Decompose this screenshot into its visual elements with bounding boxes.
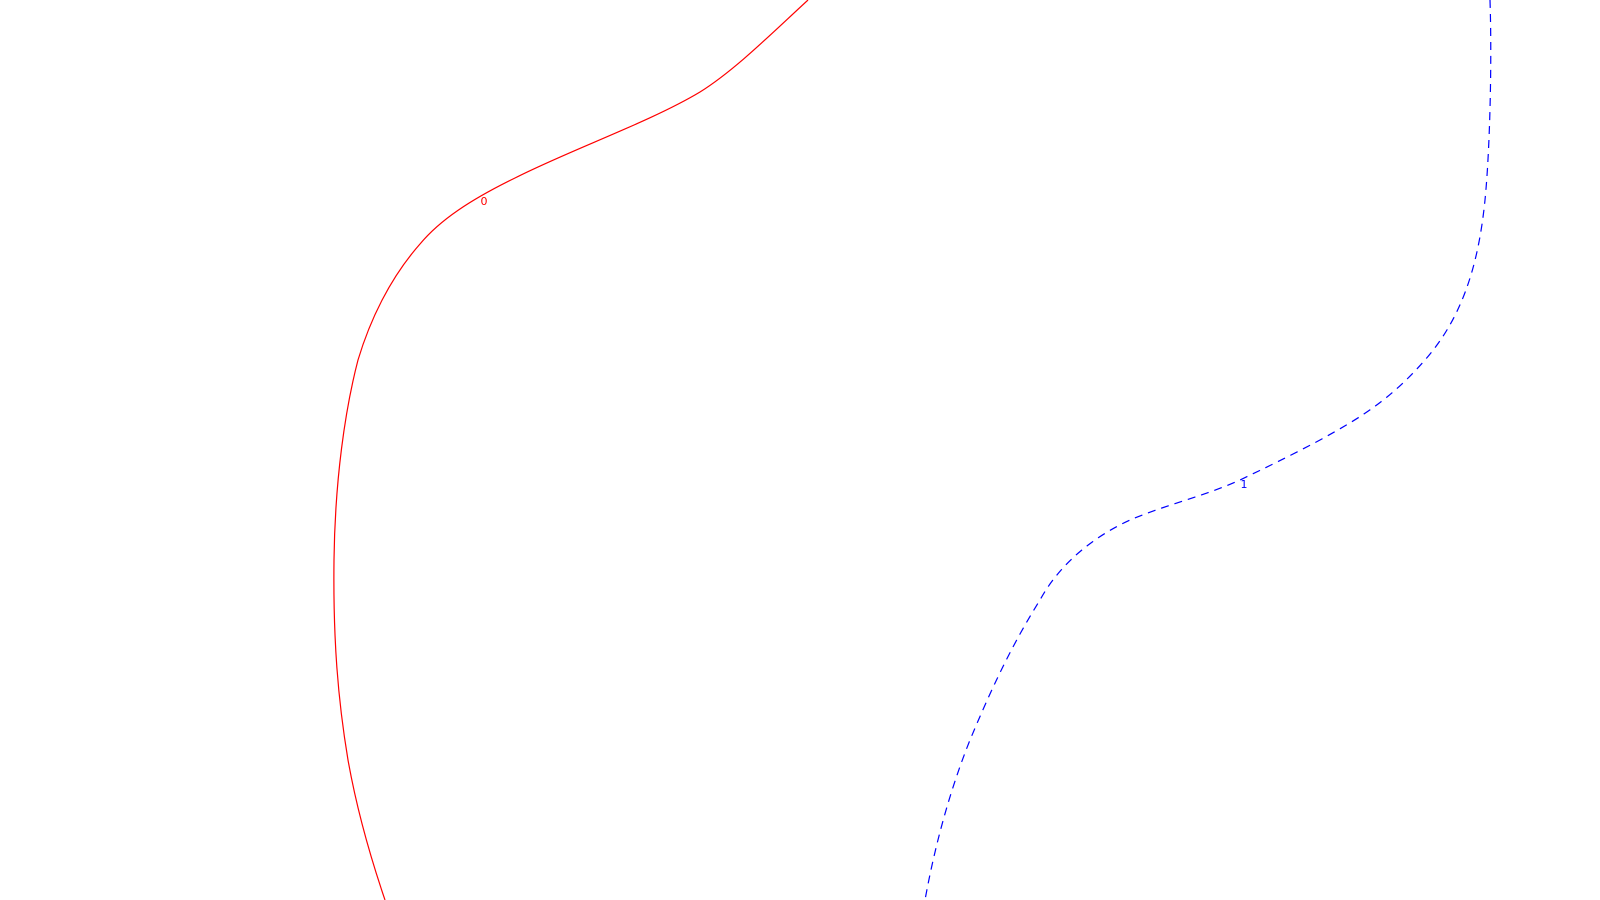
contour-line-0 [333, 0, 809, 900]
contour-line-1 [924, 0, 1492, 900]
contour-label-1: 1 [1241, 478, 1248, 491]
contour-label-0: 0 [481, 195, 488, 208]
